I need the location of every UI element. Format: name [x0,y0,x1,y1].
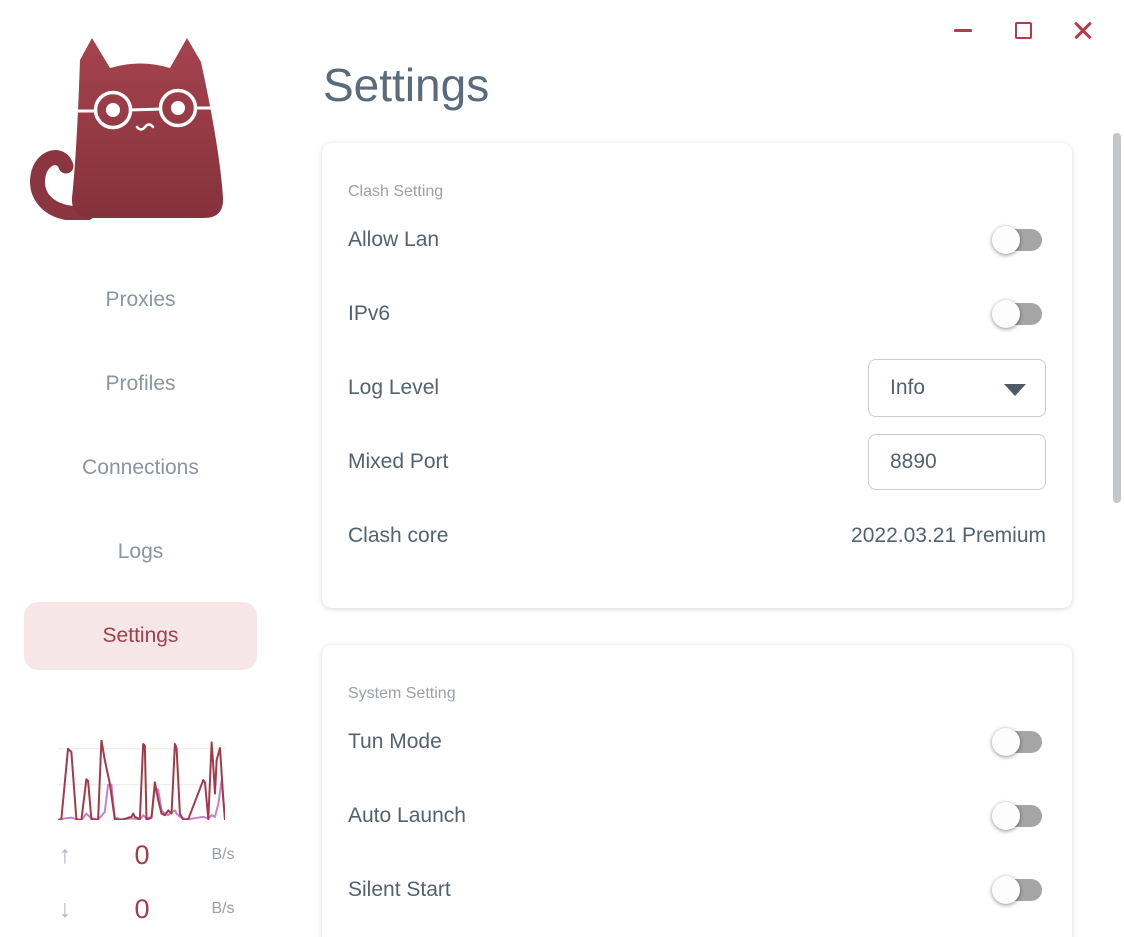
close-icon [1073,20,1093,40]
page-title: Settings [323,59,490,111]
minimize-icon [954,28,972,32]
row-label: Allow Lan [348,228,440,251]
clash-cat-logo [30,38,224,220]
toggle-knob [992,300,1020,328]
download-speed-unit: B/s [211,900,235,917]
allow-lan-toggle[interactable] [992,226,1042,254]
setting-row-auto-launch: Auto Launch [348,779,1046,853]
row-label: Log Level [348,376,440,399]
sidebar-item-proxies[interactable]: Proxies [105,288,176,311]
chevron-down-icon [1004,384,1026,396]
mixed-port-input[interactable] [868,434,1046,490]
log-level-select[interactable]: Info [868,359,1046,417]
download-speed-row: ↓ 0 B/s [40,890,252,928]
setting-row-mixed-port: Mixed Port [348,425,1046,499]
clash-core-version: 2022.03.21 Premium [851,524,1046,547]
system-setting-card: System Setting Tun Mode Auto Launch Sile… [322,645,1072,937]
sidebar-item-settings[interactable]: Settings [24,602,257,670]
scrollbar-thumb[interactable] [1113,133,1121,503]
arrow-down-icon: ↓ [58,894,72,923]
traffic-chart [58,740,225,820]
upload-speed-value: 0 [134,839,150,870]
download-speed-value: 0 [134,893,150,924]
arrow-up-icon: ↑ [58,840,72,869]
toggle-knob [992,802,1020,830]
close-button[interactable] [1068,15,1098,45]
setting-row-ipv6: IPv6 [348,277,1046,351]
silent-start-toggle[interactable] [992,876,1042,904]
card-section-label: Clash Setting [348,183,444,200]
tun-mode-toggle[interactable] [992,728,1042,756]
log-level-selected-value: Info [890,376,926,399]
setting-row-allow-lan: Allow Lan [348,203,1046,277]
setting-row-silent-start: Silent Start [348,853,1046,927]
row-label: Auto Launch [348,804,466,827]
row-label: Mixed Port [348,450,449,473]
maximize-button[interactable] [1008,15,1038,45]
traffic-chart-svg [58,740,225,820]
card-section-label: System Setting [348,685,456,702]
auto-launch-toggle[interactable] [992,802,1042,830]
minimize-button[interactable] [948,15,978,45]
row-label: Clash core [348,524,449,547]
maximize-icon [1014,21,1032,39]
setting-row-clash-core: Clash core 2022.03.21 Premium [348,499,1046,573]
row-label: IPv6 [348,302,391,325]
row-label: Silent Start [348,878,451,901]
setting-row-tun-mode: Tun Mode [348,705,1046,779]
row-label: Tun Mode [348,730,442,753]
toggle-knob [992,226,1020,254]
ipv6-toggle[interactable] [992,300,1042,328]
sidebar-item-connections[interactable]: Connections [82,456,199,479]
setting-row-log-level: Log Level Info [348,351,1046,425]
upload-speed-unit: B/s [211,846,235,863]
toggle-knob [992,728,1020,756]
window-controls [948,15,1098,45]
clash-setting-card: Clash Setting Allow Lan IPv6 Log Level I… [322,143,1072,608]
upload-speed-row: ↑ 0 B/s [40,836,252,874]
sidebar-item-logs[interactable]: Logs [117,540,164,563]
sidebar-nav: Proxies Profiles Connections Logs Settin… [24,266,257,686]
sidebar-item-profiles[interactable]: Profiles [105,372,176,395]
toggle-knob [992,876,1020,904]
